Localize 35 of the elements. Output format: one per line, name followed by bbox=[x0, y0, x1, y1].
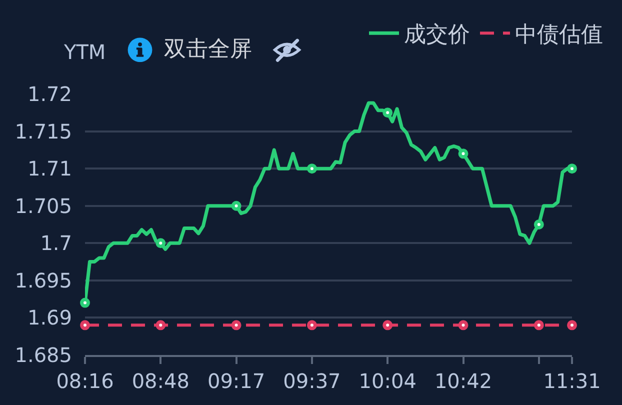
point bbox=[567, 164, 577, 174]
x-tick-label: 10:04 bbox=[358, 369, 416, 393]
point bbox=[382, 320, 393, 330]
legend-label: 中债估值 bbox=[515, 22, 603, 48]
point bbox=[231, 320, 242, 330]
x-tick-label: 10:42 bbox=[434, 369, 492, 393]
point bbox=[306, 320, 317, 330]
y-tick-label: 1.685 bbox=[14, 343, 72, 367]
legend-label: 成交价 bbox=[404, 22, 470, 48]
point bbox=[231, 200, 242, 211]
x-tick-label: 11:31 bbox=[543, 369, 601, 393]
x-tick-label: 09:37 bbox=[283, 369, 341, 393]
y-tick-label: 1.695 bbox=[14, 268, 72, 292]
point bbox=[80, 320, 90, 330]
point bbox=[156, 320, 166, 330]
y-tick-label: 1.715 bbox=[14, 119, 72, 144]
y-tick-label: 1.7 bbox=[40, 231, 72, 256]
point bbox=[458, 320, 468, 330]
text: 双击全屏 bbox=[164, 37, 252, 62]
x-tick-label: 09:17 bbox=[207, 369, 266, 393]
x-tick-label: 08:48 bbox=[132, 369, 190, 393]
y-tick-label: 1.72 bbox=[27, 82, 72, 106]
x-tick-label: 08:16 bbox=[56, 369, 114, 393]
y-axis-title: YTM bbox=[63, 40, 106, 64]
y-tick-label: 1.69 bbox=[27, 306, 72, 330]
point bbox=[156, 238, 166, 248]
point bbox=[382, 108, 393, 118]
point bbox=[534, 320, 544, 330]
y-tick-label: 1.71 bbox=[27, 156, 72, 181]
point bbox=[534, 220, 544, 230]
y-tick-label: 1.705 bbox=[14, 194, 72, 218]
point bbox=[306, 164, 317, 174]
point bbox=[458, 148, 468, 159]
point bbox=[567, 320, 577, 330]
point bbox=[80, 298, 90, 308]
